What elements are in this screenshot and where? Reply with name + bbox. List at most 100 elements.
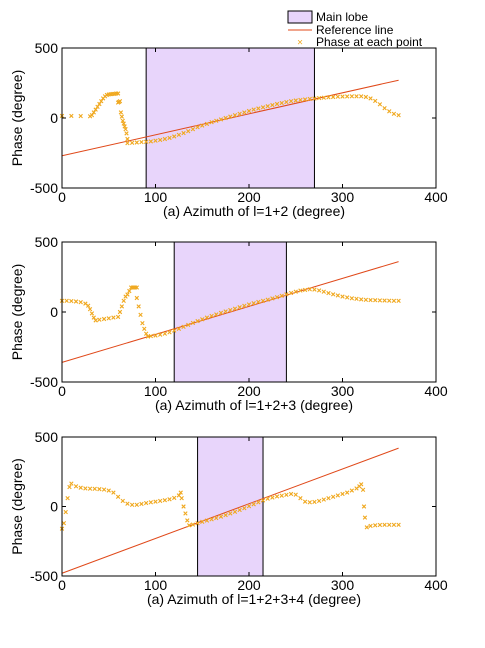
phase-point xyxy=(63,509,68,515)
phase-point xyxy=(326,95,331,100)
x-tick-label: 400 xyxy=(424,189,448,205)
phase-point xyxy=(138,312,143,317)
phase-point xyxy=(89,113,95,118)
phase-point xyxy=(242,303,247,309)
phase-point xyxy=(119,304,125,309)
phase-point xyxy=(153,138,158,143)
phase-point xyxy=(89,311,95,316)
phase-point xyxy=(129,140,135,145)
y-tick-label: 500 xyxy=(35,429,59,445)
phase-point xyxy=(64,298,69,303)
phase-point xyxy=(368,96,373,101)
phase-point xyxy=(312,287,317,292)
phase-point xyxy=(363,94,369,100)
x-axis-label: (a) Azimuth of l=1+2+3+4 (degree) xyxy=(147,591,361,607)
legend-main-lobe-swatch xyxy=(287,10,313,24)
phase-point xyxy=(121,121,126,126)
phase-point xyxy=(117,99,123,104)
phase-point xyxy=(223,512,228,518)
phase-point xyxy=(307,500,312,505)
y-axis-label: Phase (degree) xyxy=(9,458,25,555)
phase-point xyxy=(134,295,139,301)
phase-point xyxy=(246,504,252,509)
x-axis-label: (a) Azimuth of l=1+2+3 (degree) xyxy=(155,397,353,413)
phase-point xyxy=(195,318,200,324)
phase-point xyxy=(129,502,135,508)
phase-point xyxy=(183,511,188,516)
phase-point xyxy=(195,125,200,130)
phase-point xyxy=(391,298,397,303)
phase-point xyxy=(101,316,107,322)
phase-point xyxy=(73,299,79,304)
legend-label-reference-line: Reference line xyxy=(316,23,394,37)
phase-point xyxy=(270,495,275,500)
phase-point xyxy=(270,296,275,301)
phase-point xyxy=(61,520,67,526)
phase-point xyxy=(312,96,317,101)
y-tick-label: 0 xyxy=(50,110,58,126)
phase-point xyxy=(382,298,387,303)
phase-point xyxy=(274,294,280,300)
phase-point xyxy=(218,514,224,519)
phase-point xyxy=(228,114,233,119)
phase-point xyxy=(172,134,177,139)
phase-point xyxy=(200,123,205,128)
phase-point xyxy=(176,132,182,137)
phase-point xyxy=(265,104,270,109)
phase-point xyxy=(251,300,256,306)
phase-point xyxy=(111,490,116,495)
phase-point xyxy=(260,498,266,503)
phase-point xyxy=(162,331,168,336)
phase-point xyxy=(298,288,303,293)
phase-point xyxy=(256,500,261,505)
phase-point xyxy=(157,332,163,337)
phase-point xyxy=(359,94,364,99)
x-tick-label: 200 xyxy=(237,577,261,593)
phase-point xyxy=(148,500,154,505)
phase-point xyxy=(344,490,350,495)
phase-point xyxy=(117,309,123,315)
x-tick-label: 0 xyxy=(58,577,66,593)
legend: Main lobe Reference line × Phase at each… xyxy=(287,10,423,49)
phase-point xyxy=(270,102,275,108)
phase-point xyxy=(279,100,284,106)
phase-point xyxy=(181,130,186,136)
phase-point xyxy=(382,522,387,528)
y-tick-label: -500 xyxy=(30,374,58,390)
phase-point xyxy=(349,488,355,493)
phase-point xyxy=(176,326,182,331)
phase-point xyxy=(122,124,127,129)
phase-point xyxy=(349,94,355,99)
phase-point xyxy=(140,321,145,326)
phase-point xyxy=(172,495,177,501)
phase-point xyxy=(93,107,98,112)
phase-point xyxy=(143,331,149,336)
phase-point xyxy=(288,491,294,497)
phase-point xyxy=(95,104,100,109)
phase-point xyxy=(185,518,190,523)
phase-point xyxy=(256,106,261,111)
phase-point xyxy=(153,333,158,338)
phase-point xyxy=(172,328,177,333)
phase-point xyxy=(349,296,355,301)
phase-point xyxy=(200,519,205,524)
phase-point xyxy=(115,91,121,96)
phase-point xyxy=(373,523,378,528)
phase-point xyxy=(364,525,369,530)
phase-point xyxy=(279,493,284,498)
phase-point xyxy=(99,99,104,104)
phase-point xyxy=(87,307,93,312)
phase-point xyxy=(134,285,139,290)
phase-point xyxy=(232,113,238,118)
phase-point xyxy=(377,102,383,107)
phase-point xyxy=(330,494,336,499)
phase-point xyxy=(190,522,196,527)
phase-point xyxy=(237,305,242,310)
phase-point xyxy=(344,94,350,99)
phase-point xyxy=(92,486,97,492)
phase-point xyxy=(190,127,196,132)
phase-point xyxy=(218,117,224,122)
phase-point xyxy=(125,136,130,142)
phase-point xyxy=(115,314,121,320)
phase-point xyxy=(232,306,238,311)
